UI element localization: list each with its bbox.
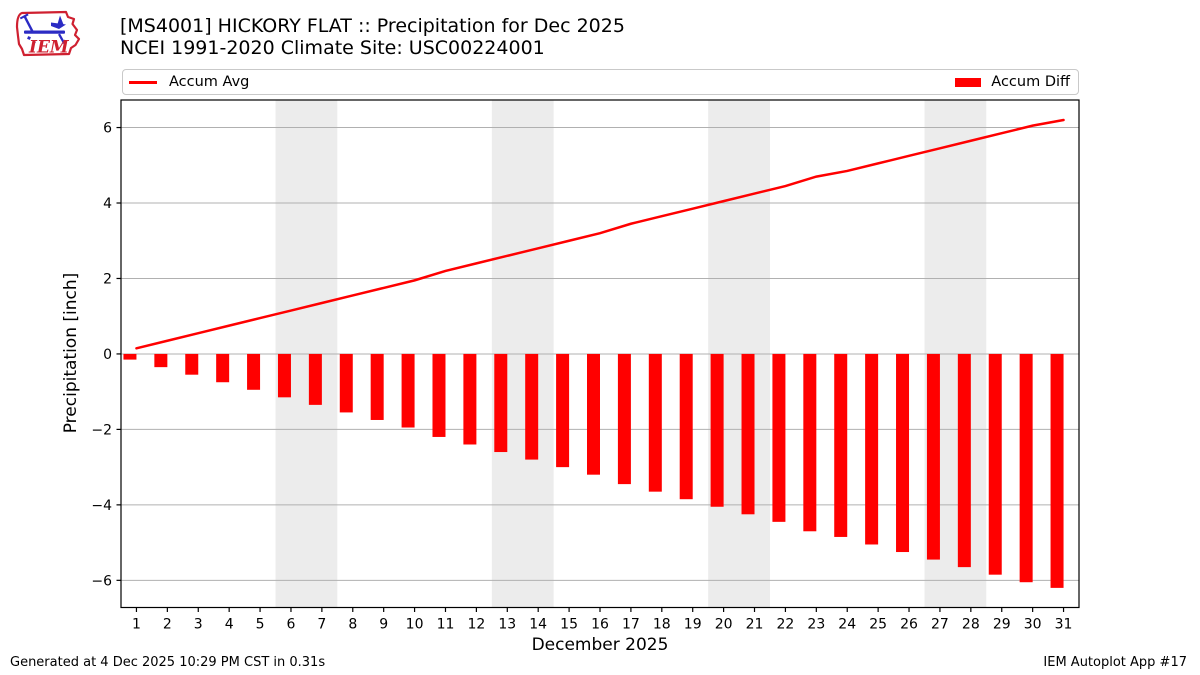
x-tick-label: 23 [807,617,825,633]
bar [896,353,910,553]
x-axis-ticks: 1 2 3 4 5 6 7 8 9 10 11 12 13 14 15 16 17 18 19 20 21 22 23 24 2… [132,607,1073,633]
x-tick-label: 10 [406,617,424,633]
y-axis-ticks: 6 4 2 0 −2 −4 −6 [91,121,121,589]
bar [185,353,199,375]
iem-logo-text: IEM [28,38,70,58]
x-tick-label: 28 [962,617,980,633]
bar [1050,353,1064,588]
x-tick-label: 17 [622,617,640,633]
title-line1: [MS4001] HICKORY FLAT :: Precipitation f… [120,15,625,37]
bar [277,353,291,398]
x-tick-label: 16 [591,617,609,633]
bar [617,353,631,485]
x-tick-label: 19 [684,617,702,633]
x-tick-label: 1 [132,617,141,633]
accum-avg-line [135,118,1065,350]
x-tick-label: 27 [931,617,949,633]
x-axis-title: December 2025 [531,635,669,655]
bar [525,353,539,460]
gridlines [121,127,1079,581]
y-tick-label: 4 [103,196,112,212]
bar [401,353,415,428]
bar [370,353,384,420]
x-tick-label: 12 [467,617,485,633]
legend-label-accum-avg: Accum Avg [169,74,250,90]
y-axis-title: Precipitation [inch] [61,272,81,434]
bar [772,353,786,522]
x-tick-label: 11 [437,617,455,633]
y-tick-label: −2 [91,422,112,438]
x-tick-label: 22 [777,617,795,633]
accum-avg-line-swatch [129,80,157,84]
x-tick-label: 25 [869,617,887,633]
x-tick-label: 5 [256,617,265,633]
app-credit: IEM Autoplot App #17 [1043,655,1187,670]
x-tick-label: 21 [746,617,764,633]
legend: Accum Avg Accum Diff [122,69,1079,95]
y-tick-label: −4 [91,498,112,514]
x-tick-label: 3 [194,617,203,633]
bar [865,353,879,545]
accum-diff-bars [123,353,1064,588]
bar [339,353,353,413]
x-tick-label: 4 [225,617,234,633]
x-tick-label: 2 [163,617,172,633]
bar [308,353,322,405]
x-tick-label: 26 [900,617,918,633]
x-tick-label: 30 [1024,617,1042,633]
bar [741,353,755,515]
bar [123,353,137,360]
bar [803,353,817,532]
accum-diff-bar-swatch [955,77,982,87]
y-tick-label: 6 [103,121,112,137]
bar [988,353,1002,575]
x-tick-label: 15 [560,617,578,633]
x-tick-label: 20 [715,617,733,633]
bar [556,353,570,468]
x-tick-label: 24 [838,617,856,633]
x-tick-label: 13 [498,617,516,633]
title-line2: NCEI 1991-2020 Climate Site: USC00224001 [120,37,545,59]
bar [710,353,724,507]
x-tick-label: 7 [317,617,326,633]
bar [432,353,446,437]
bar [463,353,477,445]
y-tick-label: 0 [103,347,112,363]
bar [834,353,848,537]
x-tick-label: 8 [348,617,357,633]
bar [247,353,261,390]
bar [1019,353,1033,583]
y-tick-label: −6 [91,573,112,589]
bar [587,353,600,475]
x-tick-label: 9 [379,617,388,633]
y-tick-label: 2 [103,271,112,287]
bar [926,353,940,560]
legend-label-accum-diff: Accum Diff [991,74,1070,90]
x-tick-label: 18 [653,617,671,633]
generated-timestamp: Generated at 4 Dec 2025 10:29 PM CST in … [10,655,326,670]
bar [154,353,168,368]
x-tick-label: 29 [993,617,1011,633]
bar [648,353,662,492]
bar [216,353,230,383]
x-tick-label: 6 [287,617,296,633]
x-tick-label: 31 [1055,617,1073,633]
bar [679,353,693,500]
page-title: [MS4001] HICKORY FLAT :: Precipitation f… [120,15,625,59]
legend-item-accum-avg: Accum Avg [123,74,249,90]
legend-item-accum-diff: Accum Diff [955,74,1078,90]
bar [494,353,508,453]
iem-logo: IEM [15,10,81,58]
weather-instrument-icon [19,13,67,45]
x-tick-label: 14 [529,617,547,633]
bar [957,353,971,568]
